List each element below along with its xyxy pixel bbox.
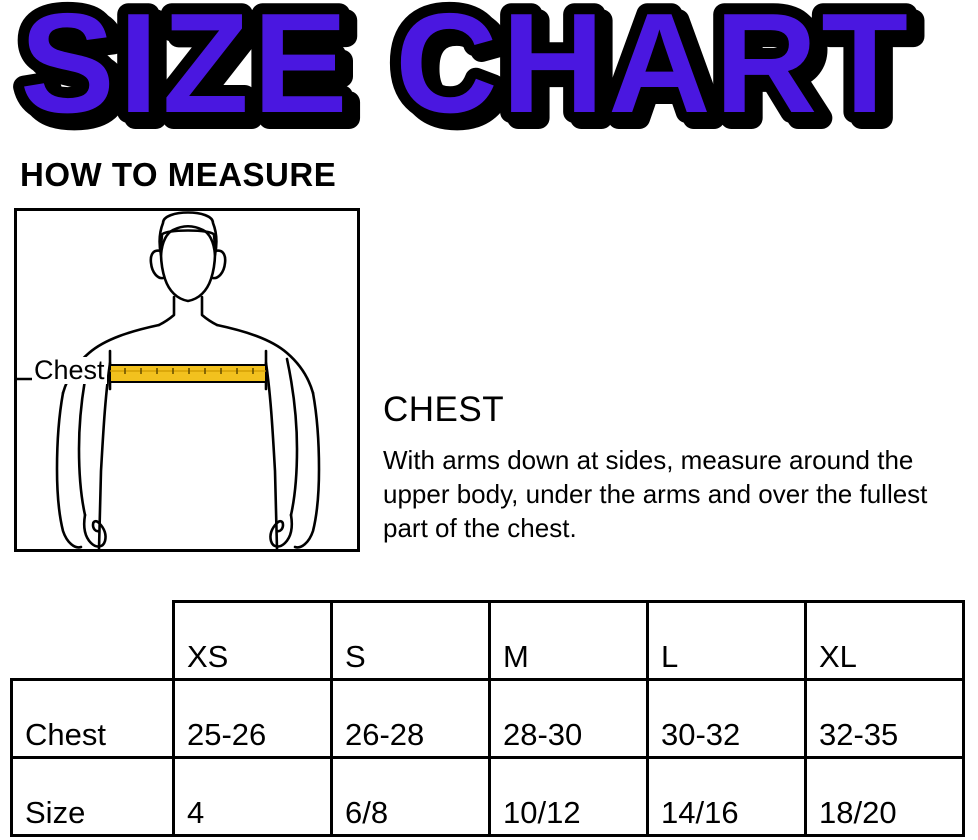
table-header-s: S [330,600,491,681]
tape-ticks [124,368,254,374]
neck-left [157,295,176,327]
arm-inner-right [285,357,299,517]
ear-left [149,249,165,280]
table-header-row: XS S M L XL [12,600,965,681]
face-outline [159,229,217,303]
cell-chest-xl: 32-35 [804,678,965,759]
cell-chest-xs: 25-26 [172,678,333,759]
table-header-xs: XS [172,600,333,681]
measuring-tape-icon [109,364,267,383]
size-table: XS S M L XL Chest 25-26 26-28 28-30 30-3… [10,600,965,837]
cell-size-s: 6/8 [330,756,491,837]
neck-right [200,295,219,327]
table-row: Size 4 6/8 10/12 14/16 18/20 [10,756,965,837]
cell-chest-l: 30-32 [646,678,807,759]
cell-size-xs: 4 [172,756,333,837]
title-fill-layer: SIZE CHART [20,0,912,143]
cell-size-m: 10/12 [488,756,649,837]
chest-info-title: CHEST [383,390,505,429]
shoulder-right [215,323,315,395]
ear-right [211,249,227,280]
tape-band [109,364,267,383]
size-table-container: XS S M L XL Chest 25-26 26-28 28-30 30-3… [10,600,968,840]
body-figure-icon [17,211,321,549]
hair-outline [158,211,218,257]
hand-left [82,513,107,548]
table-header-l: L [646,600,807,681]
arm-outer-right [293,391,321,549]
row-label-size: Size [10,756,175,837]
cell-chest-m: 28-30 [488,678,649,759]
torso-side-right [264,361,279,549]
size-chart-title-art: SIZE CHART SIZE CHART SIZE CHART [9,0,926,144]
row-label-chest: Chest [10,678,175,759]
table-header-m: M [488,600,649,681]
chest-info-description: With arms down at sides, measure around … [383,444,928,544]
torso-side-left [97,361,112,549]
chest-measurement-label: Chest [32,355,107,385]
table-header-xl: XL [804,600,965,681]
table-corner-cell [12,602,174,680]
title-outline-layer: SIZE CHART [20,0,912,143]
cell-size-xl: 18/20 [804,756,965,837]
how-to-measure-heading: HOW TO MEASURE [20,156,337,193]
cell-size-l: 14/16 [646,756,807,837]
cell-chest-s: 26-28 [330,678,491,759]
title-shadow-layer: SIZE CHART [27,0,919,144]
page-title: SIZE CHART SIZE CHART SIZE CHART [0,0,978,144]
arm-outer-left [55,391,83,549]
table-row: Chest 25-26 26-28 28-30 30-32 32-35 [10,678,965,759]
chest-info-panel: CHEST With arms down at sides, measure a… [383,390,968,546]
hand-right [269,513,294,548]
